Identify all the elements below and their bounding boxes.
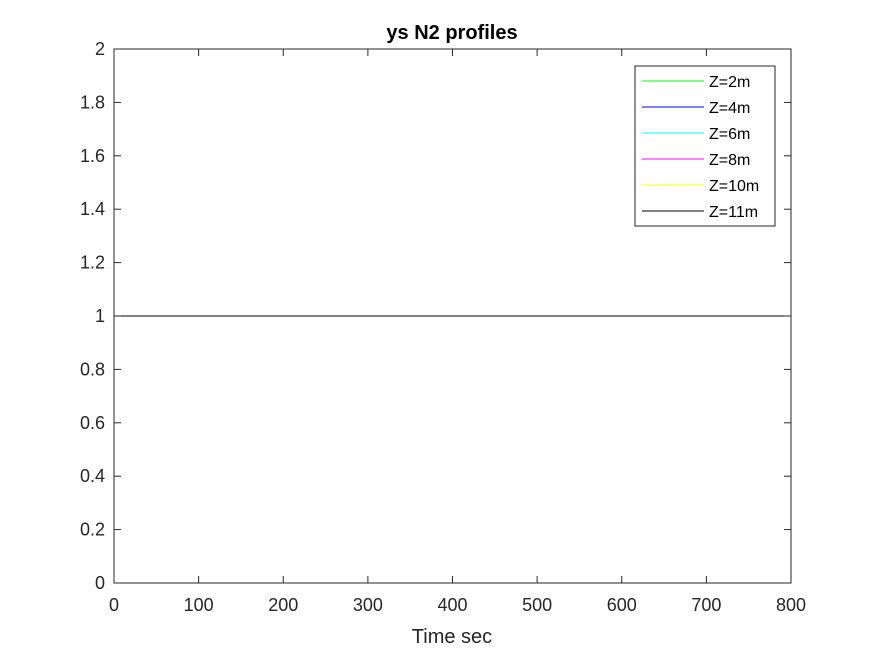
chart-title: ys N2 profiles bbox=[386, 22, 517, 44]
x-tick-label: 700 bbox=[691, 595, 721, 615]
y-tick-label: 1 bbox=[95, 306, 105, 326]
y-tick-label: 1.2 bbox=[80, 253, 105, 273]
legend: Z=2m Z=4m Z=6m Z=8m Z=10m Z=11m bbox=[634, 65, 776, 227]
y-tick-label: 0.6 bbox=[80, 413, 105, 433]
legend-label: Z=10m bbox=[709, 178, 759, 195]
x-axis-title: Time sec bbox=[412, 626, 492, 648]
x-tick-label: 400 bbox=[437, 595, 467, 615]
x-tick-label: 800 bbox=[776, 595, 806, 615]
legend-label: Z=4m bbox=[709, 100, 750, 117]
x-tick-label: 500 bbox=[522, 595, 552, 615]
y-tick-label: 0 bbox=[95, 573, 105, 593]
y-tick-label: 0.2 bbox=[80, 520, 105, 540]
y-axis-ticks: 0 0.2 0.4 0.6 0.8 1 1.2 1.4 1.6 1.8 2 bbox=[80, 39, 791, 593]
x-tick-label: 300 bbox=[353, 595, 383, 615]
y-tick-label: 0.4 bbox=[80, 466, 105, 486]
legend-label: Z=6m bbox=[709, 126, 750, 143]
x-axis-ticks: 0 100 200 300 400 500 600 700 800 bbox=[109, 49, 806, 615]
x-tick-label: 100 bbox=[184, 595, 214, 615]
x-tick-label: 0 bbox=[109, 595, 119, 615]
y-tick-label: 0.8 bbox=[80, 359, 105, 379]
y-tick-label: 1.8 bbox=[80, 92, 105, 112]
legend-label: Z=8m bbox=[709, 152, 750, 169]
y-tick-label: 1.6 bbox=[80, 146, 105, 166]
x-tick-label: 600 bbox=[607, 595, 637, 615]
y-tick-label: 1.4 bbox=[80, 199, 105, 219]
y-tick-label: 2 bbox=[95, 39, 105, 59]
x-tick-label: 200 bbox=[268, 595, 298, 615]
legend-box bbox=[634, 65, 776, 227]
legend-label: Z=11m bbox=[709, 204, 758, 221]
legend-label: Z=2m bbox=[709, 74, 750, 91]
